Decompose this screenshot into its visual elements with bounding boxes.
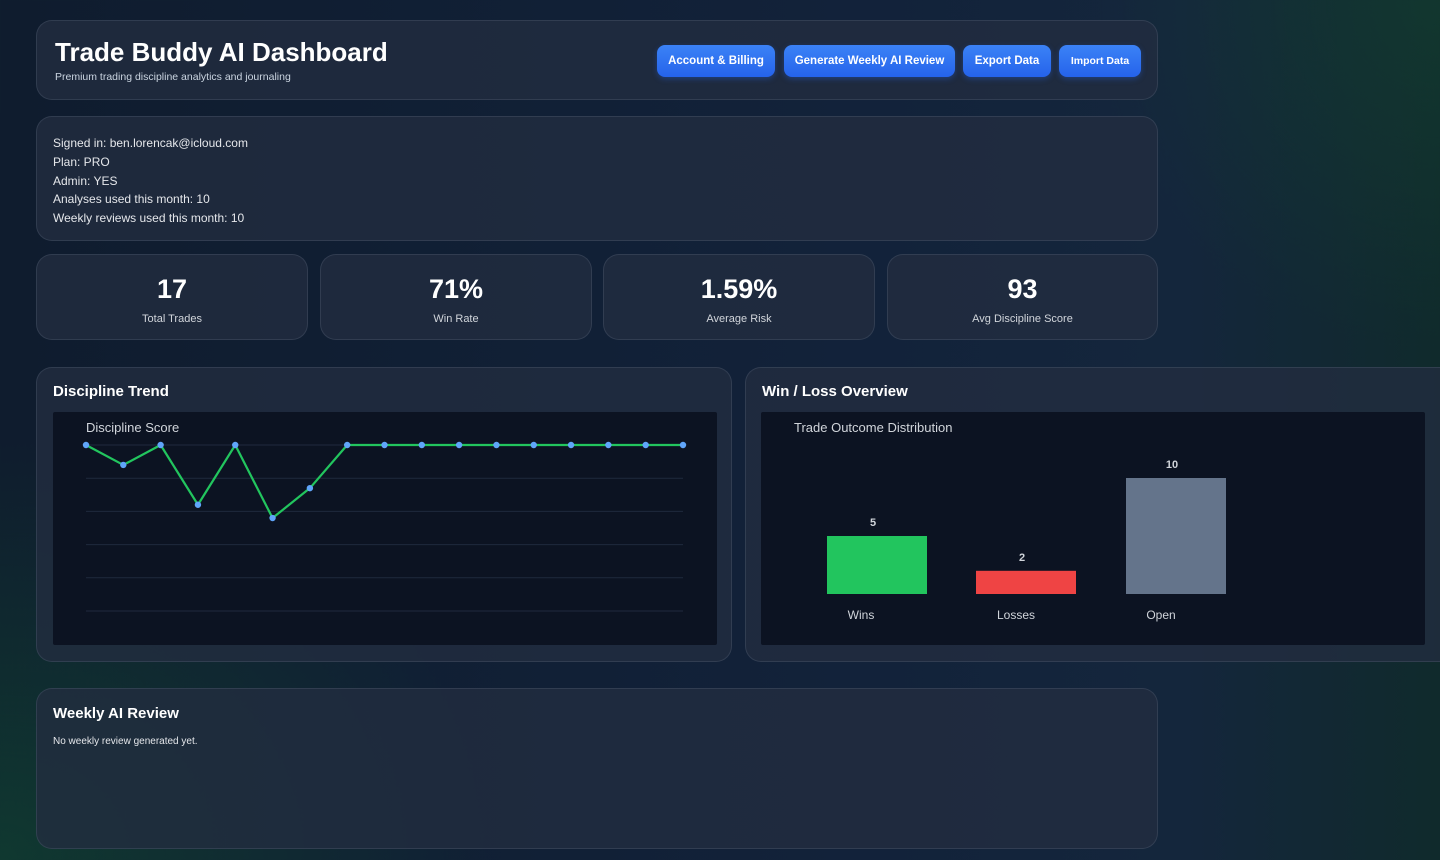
page-title: Trade Buddy AI Dashboard bbox=[55, 37, 388, 67]
discipline-trend-card: Discipline Trend Discipline Score bbox=[36, 367, 732, 662]
discipline-chart-area: Discipline Score bbox=[53, 412, 717, 645]
discipline-point[interactable] bbox=[530, 441, 537, 449]
stat-card-win-rate: 71% Win Rate bbox=[320, 254, 592, 340]
discipline-point[interactable] bbox=[232, 441, 239, 449]
stat-label: Avg Discipline Score bbox=[972, 313, 1073, 325]
win-loss-title: Win / Loss Overview bbox=[762, 383, 908, 400]
discipline-point[interactable] bbox=[418, 441, 426, 449]
analyses-used-text: Analyses used this month: 10 bbox=[53, 192, 210, 207]
bar-category-label: Wins bbox=[848, 608, 875, 622]
discipline-point[interactable] bbox=[194, 501, 202, 508]
bar-open[interactable] bbox=[1126, 478, 1226, 594]
plan-text: Plan: PRO bbox=[53, 154, 110, 169]
stat-value: 71% bbox=[428, 274, 484, 304]
stat-value: 17 bbox=[156, 274, 188, 304]
bar-category-label: Open bbox=[1146, 608, 1175, 622]
generate-weekly-review-button[interactable]: Generate Weekly AI Review bbox=[784, 45, 955, 77]
bar-value-label: 2 bbox=[1019, 552, 1025, 564]
discipline-point[interactable] bbox=[605, 441, 612, 449]
bar-category-label: Losses bbox=[997, 608, 1035, 622]
discipline-point[interactable] bbox=[82, 441, 90, 449]
discipline-point[interactable] bbox=[567, 441, 575, 449]
admin-text: Admin: YES bbox=[53, 173, 118, 188]
discipline-trend-title: Discipline Trend bbox=[53, 383, 169, 400]
discipline-point[interactable] bbox=[642, 441, 649, 449]
bar-value-label: 10 bbox=[1166, 459, 1178, 471]
export-data-button[interactable]: Export Data bbox=[963, 45, 1051, 77]
signed-in-text: Signed in: ben.lorencak@icloud.com bbox=[53, 136, 248, 150]
discipline-point[interactable] bbox=[493, 441, 500, 449]
win-loss-chart-area: Trade Outcome Distribution 5 Wins 2 Losses 1… bbox=[761, 412, 1425, 645]
stat-label: Win Rate bbox=[433, 313, 479, 325]
stat-label: Total Trades bbox=[142, 313, 202, 325]
import-data-button[interactable]: Import Data bbox=[1059, 45, 1141, 77]
bar-value-label: 5 bbox=[870, 517, 876, 529]
discipline-line-chart: Discipline Score bbox=[82, 420, 687, 612]
weekly-reviews-used-text: Weekly reviews used this month: 10 bbox=[53, 211, 245, 226]
bar-losses[interactable] bbox=[976, 570, 1076, 594]
stat-value: 1.59% bbox=[700, 274, 778, 304]
line-legend-label: Discipline Score bbox=[86, 420, 179, 435]
account-billing-button[interactable]: Account & Billing bbox=[657, 45, 775, 77]
stat-card-avg-discipline: 93 Avg Discipline Score bbox=[887, 254, 1158, 340]
discipline-point[interactable] bbox=[679, 441, 687, 449]
discipline-point[interactable] bbox=[455, 441, 463, 449]
stat-card-average-risk: 1.59% Average Risk bbox=[603, 254, 875, 340]
bar-chart-title: Trade Outcome Distribution bbox=[794, 420, 952, 435]
discipline-point[interactable] bbox=[381, 441, 388, 449]
discipline-point[interactable] bbox=[120, 461, 127, 469]
win-loss-card: Win / Loss Overview Trade Outcome Distri… bbox=[745, 367, 1440, 662]
weekly-review-title: Weekly AI Review bbox=[53, 705, 179, 722]
weekly-review-empty-text: No weekly review generated yet. bbox=[53, 736, 198, 747]
stat-value: 93 bbox=[1007, 274, 1038, 304]
stat-label: Average Risk bbox=[706, 313, 772, 325]
outcome-bar-chart: Trade Outcome Distribution 5 Wins 2 Losses 1… bbox=[794, 420, 1226, 622]
stat-card-total-trades: 17 Total Trades bbox=[36, 254, 308, 340]
discipline-point[interactable] bbox=[306, 484, 314, 492]
dashboard-header: Trade Buddy AI Dashboard Premium trading… bbox=[36, 20, 1158, 100]
page-subtitle: Premium trading discipline analytics and… bbox=[55, 71, 291, 83]
discipline-score-line bbox=[85, 443, 683, 520]
weekly-review-card: Weekly AI Review No weekly review genera… bbox=[36, 688, 1158, 849]
discipline-point[interactable] bbox=[343, 441, 351, 449]
discipline-point[interactable] bbox=[269, 514, 276, 522]
discipline-point[interactable] bbox=[157, 441, 164, 449]
bar-wins[interactable] bbox=[827, 536, 927, 594]
account-info-panel: Signed in: ben.lorencak@icloud.com Plan:… bbox=[36, 116, 1158, 241]
